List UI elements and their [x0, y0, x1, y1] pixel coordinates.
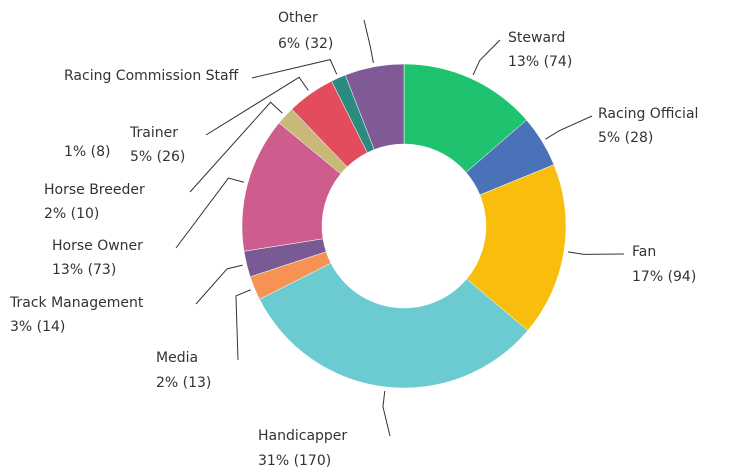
leader-line — [175, 177, 244, 249]
slice-label: Handicapper — [258, 428, 347, 444]
slice-label: Steward — [508, 30, 565, 46]
leader-line — [189, 101, 283, 193]
leader-line — [251, 59, 338, 79]
slice-value-label: 2% (10) — [44, 206, 99, 222]
leader-line — [382, 390, 391, 437]
leader-line — [545, 115, 593, 140]
slice-label: Other — [278, 10, 318, 26]
slice-value-label: 3% (14) — [10, 319, 65, 335]
slice-value-label: 5% (26) — [130, 149, 185, 165]
slice-label: Racing Official — [598, 106, 698, 122]
slice-value-label: 17% (94) — [632, 269, 696, 285]
leader-line — [567, 251, 625, 255]
slice — [344, 63, 405, 150]
slice-label: Trainer — [129, 125, 178, 141]
slice-value-label: 5% (28) — [598, 130, 653, 146]
slice-label: Horse Breeder — [44, 182, 145, 198]
leader-line — [235, 289, 251, 361]
leader-line — [472, 39, 501, 76]
leader-line — [195, 264, 243, 305]
slice-value-label: 2% (13) — [156, 375, 211, 391]
slice-value-label: 31% (170) — [258, 453, 331, 469]
slice-label: Racing Commission Staff — [64, 68, 239, 84]
leader-line — [363, 19, 374, 63]
slice-label: Horse Owner — [52, 238, 143, 254]
slice — [259, 262, 529, 389]
slice-label: Track Management — [9, 295, 144, 311]
slice-value-label: 13% (74) — [508, 54, 572, 70]
slice-value-label: 6% (32) — [278, 36, 333, 52]
slice-value-label: 13% (73) — [52, 262, 116, 278]
slice — [466, 164, 567, 331]
slice-label: Media — [156, 350, 198, 366]
leader-line — [205, 76, 309, 136]
slice-label: Fan — [632, 244, 656, 260]
slice-value-label: 1% (8) — [64, 144, 111, 160]
